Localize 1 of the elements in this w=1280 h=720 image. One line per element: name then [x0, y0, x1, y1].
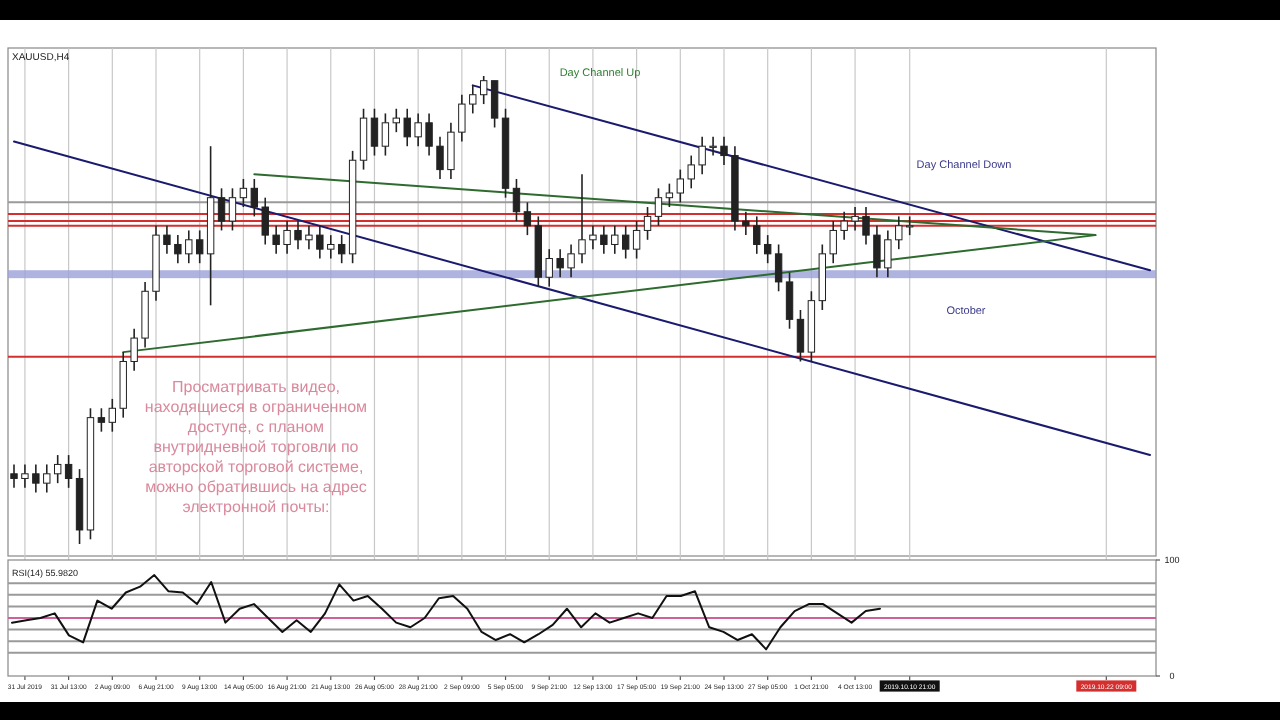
annotation: Просматривать видео, находящиеся в ограниченном доступе, с планом внутридневной торговли по авторской торговой системе, можно обратившись на адрес электронной почты: [144, 378, 368, 516]
